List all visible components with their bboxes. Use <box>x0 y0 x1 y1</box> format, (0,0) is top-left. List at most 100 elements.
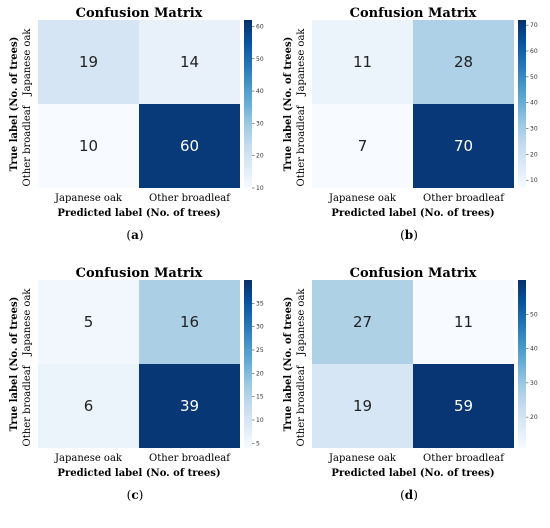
colorbar-tick-label: 5 <box>256 440 260 447</box>
cell-value-r1-c0: 10 <box>79 137 98 155</box>
x-tick-label: Other broadleaf <box>149 193 231 204</box>
panel-caption-letter: d <box>405 488 414 502</box>
colorbar-tick-label: 50 <box>256 56 264 63</box>
y-tick-label: Other broadleaf <box>22 364 33 446</box>
colorbar <box>518 20 526 188</box>
cell-value-r1-c1: 39 <box>180 397 199 415</box>
x-tick-label: Other broadleaf <box>423 193 505 204</box>
confusion-matrix-panel-a: Confusion Matrix 19 14 10 60 Japanese oak Othe… <box>9 6 264 242</box>
x-tick-label: Japanese oak <box>328 453 397 464</box>
y-axis-label: True label (No. of trees) <box>283 297 294 432</box>
cell-value-r1-c1: 59 <box>454 397 473 415</box>
heatmap-cell-r0-c1 <box>413 20 514 104</box>
cell-value-r0-c1: 11 <box>454 313 473 331</box>
panel-caption: (b) <box>400 228 418 242</box>
cell-value-r0-c0: 11 <box>353 53 372 71</box>
y-tick-label: Other broadleaf <box>296 364 307 446</box>
panel-caption-letter: c <box>131 488 138 502</box>
colorbar-tick-label: 60 <box>256 23 264 30</box>
panel-caption: (d) <box>400 488 418 502</box>
heatmap-cell-r0-c1 <box>139 20 240 104</box>
heatmap-cell-r1-c1 <box>139 364 240 448</box>
cell-value-r0-c1: 14 <box>180 53 199 71</box>
colorbar-tick-label: 70 <box>530 22 538 29</box>
colorbar-tick-label: 30 <box>530 380 538 387</box>
colorbar-tick-label: 40 <box>530 346 538 353</box>
cell-value-r0-c1: 16 <box>180 313 199 331</box>
chart-title: Confusion Matrix <box>76 266 203 281</box>
colorbar-tick-label: 35 <box>256 300 264 307</box>
heatmap-cell-r0-c0 <box>312 20 413 104</box>
x-axis-label: Predicted label (No. of trees) <box>57 468 220 479</box>
y-axis-label: True label (No. of trees) <box>9 37 20 172</box>
heatmap-cell-r1-c1 <box>413 364 514 448</box>
y-tick-label: Japanese oak <box>22 28 33 97</box>
y-tick-label: Japanese oak <box>296 288 307 357</box>
confusion-matrix-panel-c: Confusion Matrix 5 16 6 39 Japanese oak Other … <box>9 266 264 502</box>
y-axis-label: True label (No. of trees) <box>283 37 294 172</box>
colorbar-tick-label: 20 <box>256 153 264 160</box>
y-tick-label: Other broadleaf <box>22 104 33 186</box>
x-tick-label: Other broadleaf <box>149 453 231 464</box>
x-axis-label: Predicted label (No. of trees) <box>331 208 494 219</box>
colorbar-tick-label: 50 <box>530 74 538 81</box>
cell-value-r1-c1: 70 <box>454 137 473 155</box>
chart-title: Confusion Matrix <box>350 6 477 21</box>
colorbar <box>244 20 252 188</box>
colorbar-tick-label: 30 <box>530 126 538 133</box>
colorbar-tick-label: 40 <box>256 88 264 95</box>
heatmap-cell-r1-c1 <box>413 104 514 188</box>
x-tick-label: Japanese oak <box>54 193 123 204</box>
colorbar-tick-label: 15 <box>256 394 264 401</box>
cell-value-r1-c1: 60 <box>180 137 199 155</box>
colorbar-tick-label: 10 <box>530 177 538 184</box>
heatmap-cell-r0-c0 <box>38 20 139 104</box>
cell-value-r1-c0: 7 <box>358 137 368 155</box>
panel-caption: (a) <box>126 228 143 242</box>
cell-value-r0-c0: 27 <box>353 313 372 331</box>
x-tick-label: Japanese oak <box>54 453 123 464</box>
colorbar-tick-label: 30 <box>256 324 264 331</box>
heatmap-cell-r1-c0 <box>312 364 413 448</box>
cell-value-r1-c0: 6 <box>84 397 94 415</box>
heatmap-cell-r0-c0 <box>312 280 413 364</box>
x-axis-label: Predicted label (No. of trees) <box>331 468 494 479</box>
colorbar-tick-label: 50 <box>530 311 538 318</box>
x-axis-label: Predicted label (No. of trees) <box>57 208 220 219</box>
colorbar <box>518 280 526 448</box>
cell-value-r0-c1: 28 <box>454 53 473 71</box>
chart-title: Confusion Matrix <box>350 266 477 281</box>
heatmap-cell-r1-c1 <box>139 104 240 188</box>
colorbar <box>244 280 252 448</box>
heatmap-cell-r0-c0 <box>38 280 139 364</box>
confusion-matrix-panel-b: Confusion Matrix 11 28 7 70 Japanese oak Other… <box>283 6 538 242</box>
colorbar-tick-label: 20 <box>530 414 538 421</box>
y-tick-label: Japanese oak <box>296 28 307 97</box>
x-tick-label: Other broadleaf <box>423 453 505 464</box>
chart-title: Confusion Matrix <box>76 6 203 21</box>
heatmap-cell-r0-c1 <box>139 280 240 364</box>
cell-value-r0-c0: 5 <box>84 313 94 331</box>
panel-caption: (c) <box>127 488 144 502</box>
colorbar-tick-label: 25 <box>256 347 264 354</box>
cell-value-r1-c0: 19 <box>353 397 372 415</box>
panel-caption-letter: a <box>131 228 139 242</box>
heatmap-cell-r0-c1 <box>413 280 514 364</box>
x-tick-label: Japanese oak <box>328 193 397 204</box>
y-axis-label: True label (No. of trees) <box>9 297 20 432</box>
heatmap-cell-r1-c0 <box>38 364 139 448</box>
confusion-matrix-panel-d: Confusion Matrix 27 11 19 59 Japanese oak Othe… <box>283 266 538 502</box>
heatmap-cell-r1-c0 <box>38 104 139 188</box>
colorbar-tick-label: 10 <box>256 417 264 424</box>
panel-caption-letter: b <box>405 228 413 242</box>
colorbar-tick-label: 20 <box>256 370 264 377</box>
colorbar-tick-label: 30 <box>256 120 264 127</box>
colorbar-tick-label: 10 <box>256 185 264 192</box>
colorbar-tick-label: 40 <box>530 100 538 107</box>
y-tick-label: Japanese oak <box>22 288 33 357</box>
colorbar-tick-label: 60 <box>530 48 538 55</box>
y-tick-label: Other broadleaf <box>296 104 307 186</box>
colorbar-tick-label: 20 <box>530 151 538 158</box>
cell-value-r0-c0: 19 <box>79 53 98 71</box>
